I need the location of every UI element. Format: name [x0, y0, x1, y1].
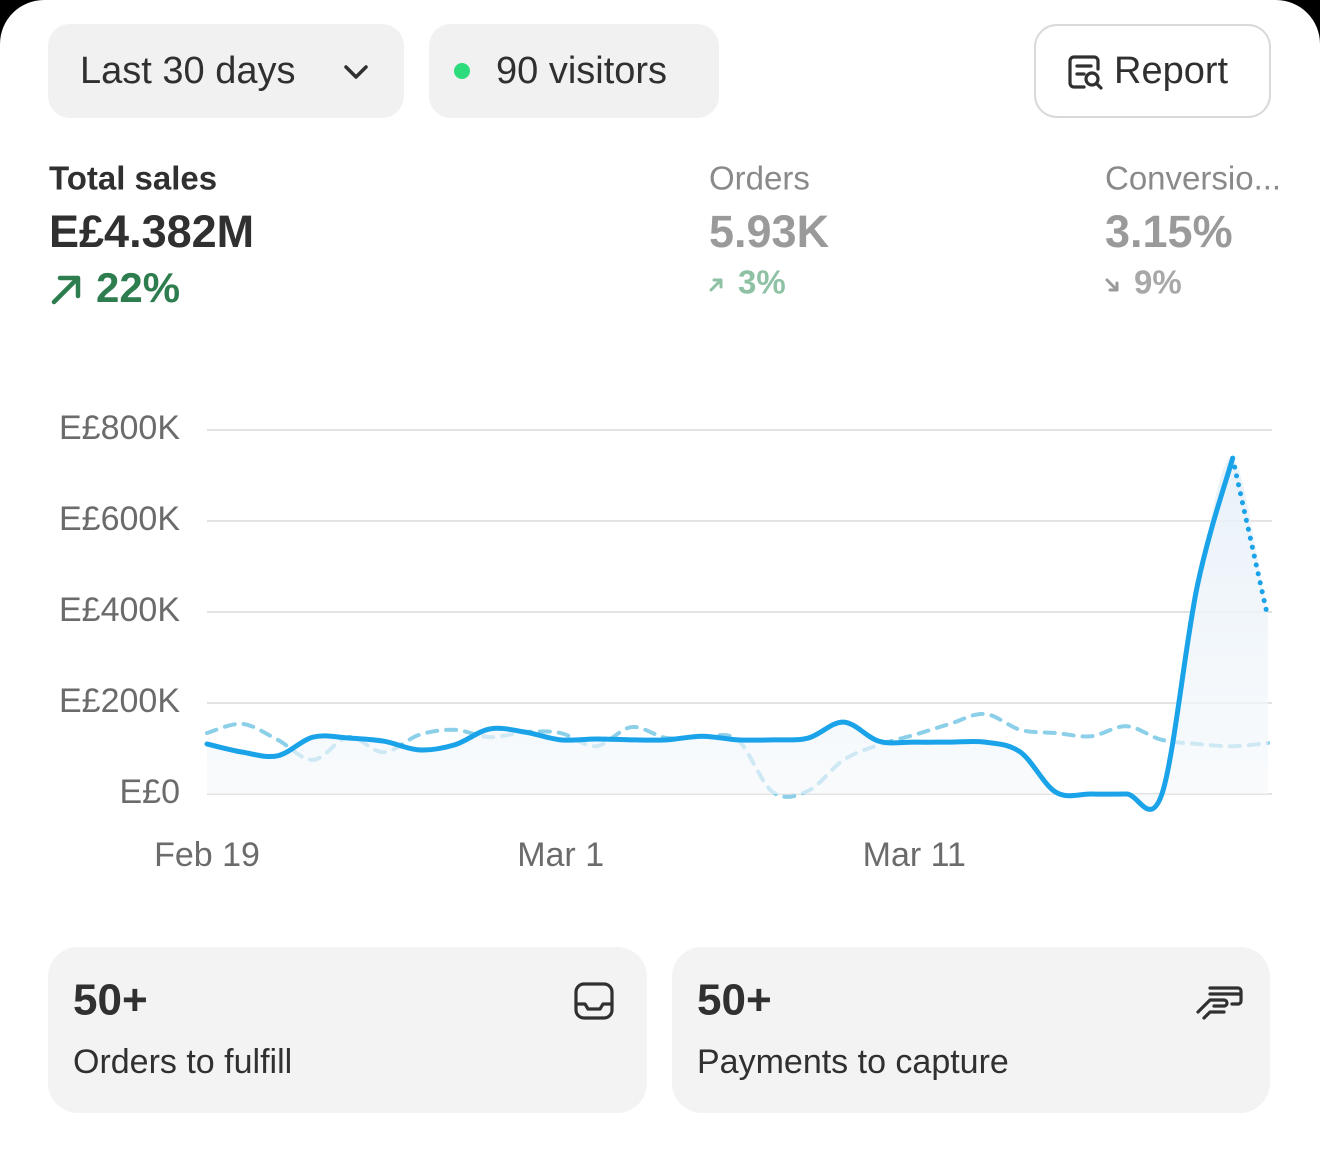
payments-card[interactable]: 50+ Payments to capture	[672, 947, 1270, 1113]
up-arrow-icon	[709, 278, 723, 292]
series-line	[1230, 455, 1271, 621]
chevron-icon	[344, 65, 368, 79]
card-label: Orders to fulfill	[73, 1043, 292, 1081]
card-bg	[48, 947, 647, 1113]
card-label: Payments to capture	[697, 1043, 1009, 1081]
visitors-label: 90 visitors	[496, 50, 667, 92]
y-tick-label: E£800K	[59, 409, 180, 447]
report-button[interactable]: Report	[1034, 24, 1271, 118]
up-arrow-icon	[51, 275, 81, 305]
y-tick-label: E£600K	[59, 500, 180, 538]
series-area	[207, 457, 1268, 810]
live-dot	[454, 63, 470, 79]
report-label: Report	[1114, 50, 1228, 92]
x-tick-label: Feb 19	[154, 836, 260, 874]
metric-label: Total sales	[49, 160, 217, 197]
orders-card[interactable]: 50+ Orders to fulfill	[48, 947, 647, 1113]
x-tick-label: Mar 1	[517, 836, 604, 874]
metric-orders[interactable]: Orders 5.93K 3%	[709, 160, 830, 301]
line-chart: E£0 E£200K E£400K E£600K E£800K Feb 19 Mar 1 Ma…	[59, 409, 1272, 874]
y-tick-label: E£400K	[59, 591, 180, 629]
button-bg	[48, 24, 404, 118]
metric-conversion[interactable]: Conversio... 3.15% 9%	[1105, 160, 1281, 301]
metric-change: 3%	[738, 264, 786, 301]
date-range-label: Last 30 days	[80, 50, 295, 92]
payment-icon	[1196, 986, 1243, 1020]
card-count: 50+	[73, 976, 148, 1025]
date-range-button[interactable]: Last 30 days	[48, 24, 404, 118]
visitors-button[interactable]: 90 visitors	[429, 24, 719, 118]
y-tick-label: E£0	[120, 773, 181, 811]
button-bg	[1034, 24, 1271, 118]
card-bg	[672, 947, 1270, 1113]
down-arrow-icon	[1105, 278, 1119, 292]
metric-value: 5.93K	[709, 206, 830, 257]
metric-change: 22%	[96, 264, 180, 311]
y-tick-label: E£200K	[59, 682, 180, 720]
report-icon	[1068, 55, 1103, 90]
metric-change: 9%	[1134, 264, 1182, 301]
inbox-icon	[574, 982, 614, 1020]
metric-value: 3.15%	[1105, 206, 1233, 257]
button-bg	[429, 24, 719, 118]
metric-label: Orders	[709, 160, 810, 197]
metric-total-sales[interactable]: Total sales E£4.382M 22%	[49, 160, 254, 311]
metric-value: E£4.382M	[49, 206, 254, 257]
card-count: 50+	[697, 976, 772, 1025]
metric-label: Conversio...	[1105, 160, 1281, 197]
series-line	[204, 455, 1236, 812]
x-tick-label: Mar 11	[863, 836, 966, 874]
